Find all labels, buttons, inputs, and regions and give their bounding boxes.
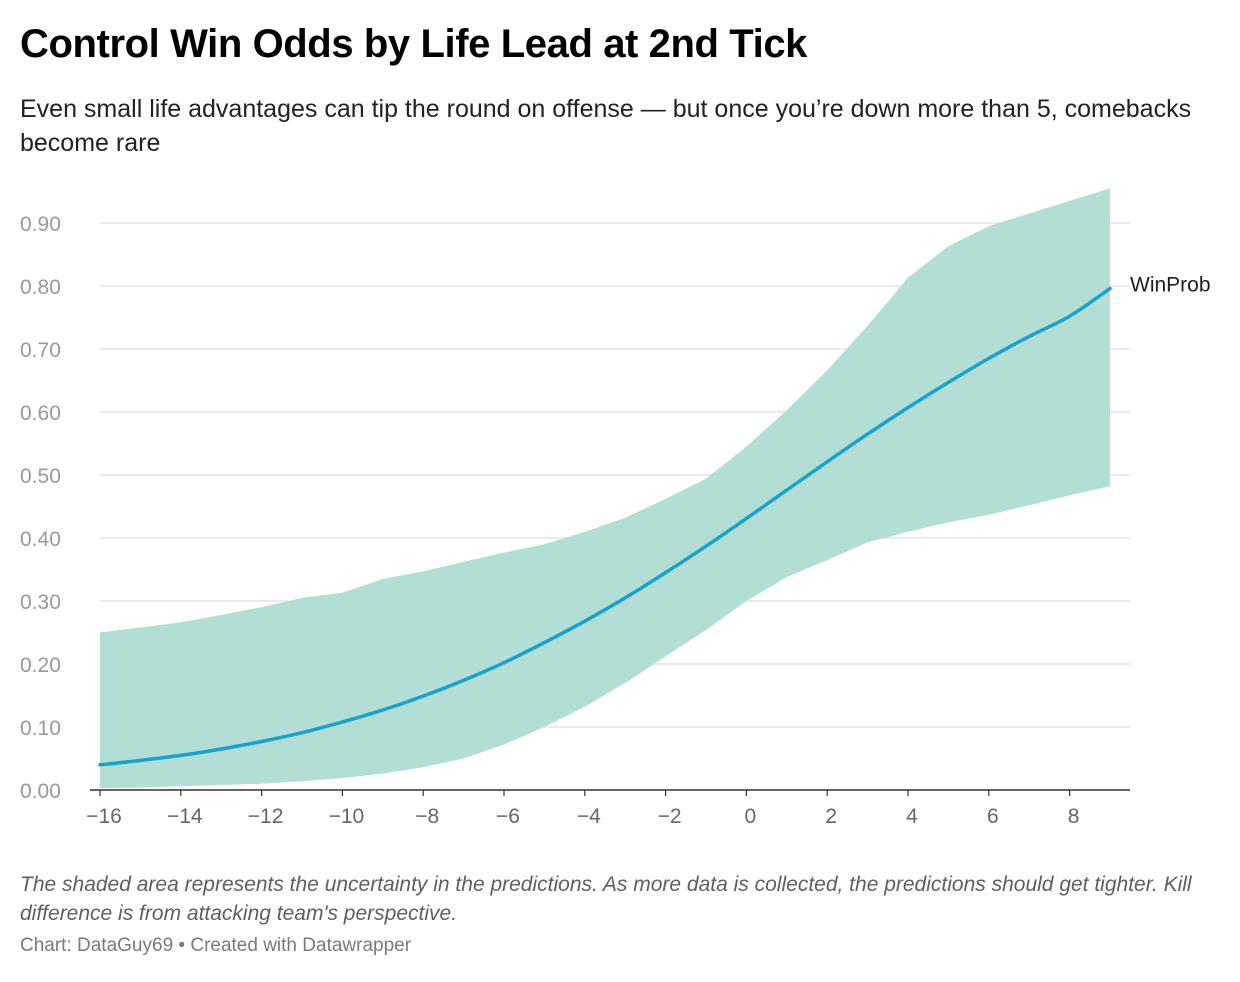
x-tick-label: 0 [745,805,757,828]
axes: 0.00 0.10 0.20 0.30 0.40 0.50 0.60 0.70 0.80 0.90… [20,213,1130,828]
x-tick-label: −4 [577,805,601,828]
x-tick-label: −6 [496,805,520,828]
uncertainty-band [100,188,1110,789]
y-tick-label: 0.90 [20,213,61,236]
y-tick-label: 0.10 [20,717,61,740]
chart-notes: The shaded area represents the uncertain… [20,873,1192,925]
y-tick-label: 0.30 [20,591,61,614]
y-tick-label: 0.50 [20,465,61,488]
x-tick-label: 6 [987,805,999,828]
x-tick-label: −16 [86,805,122,828]
x-tick-label: −14 [167,805,203,828]
y-tick-label: 0.70 [20,339,61,362]
y-tick-label: 0.40 [20,528,61,551]
x-tick-label: −10 [329,805,365,828]
x-tick-label: −2 [658,805,682,828]
series-lines [98,286,1112,767]
confidence-band [100,188,1110,789]
chart-byline: Chart: DataGuy69 • Created with Datawrap… [20,935,412,956]
y-tick-label: 0.00 [20,780,61,803]
x-tick-label: −8 [415,805,439,828]
x-tick-label: 2 [825,805,837,828]
winprob-line [98,286,1112,767]
series-labels: WinProb [1130,274,1211,297]
y-tick-label: 0.20 [20,654,61,677]
chart-subtitle: Even small life advantages can tip the r… [20,95,1192,157]
chart-title: Control Win Odds by Life Lead at 2nd Tic… [20,22,808,66]
series-label-winprob: WinProb [1130,274,1211,297]
x-tick-label: −12 [248,805,284,828]
x-tick-label: 8 [1068,805,1080,828]
x-tick-label: 4 [906,805,918,828]
y-tick-label: 0.60 [20,402,61,425]
y-tick-label: 0.80 [20,276,61,299]
